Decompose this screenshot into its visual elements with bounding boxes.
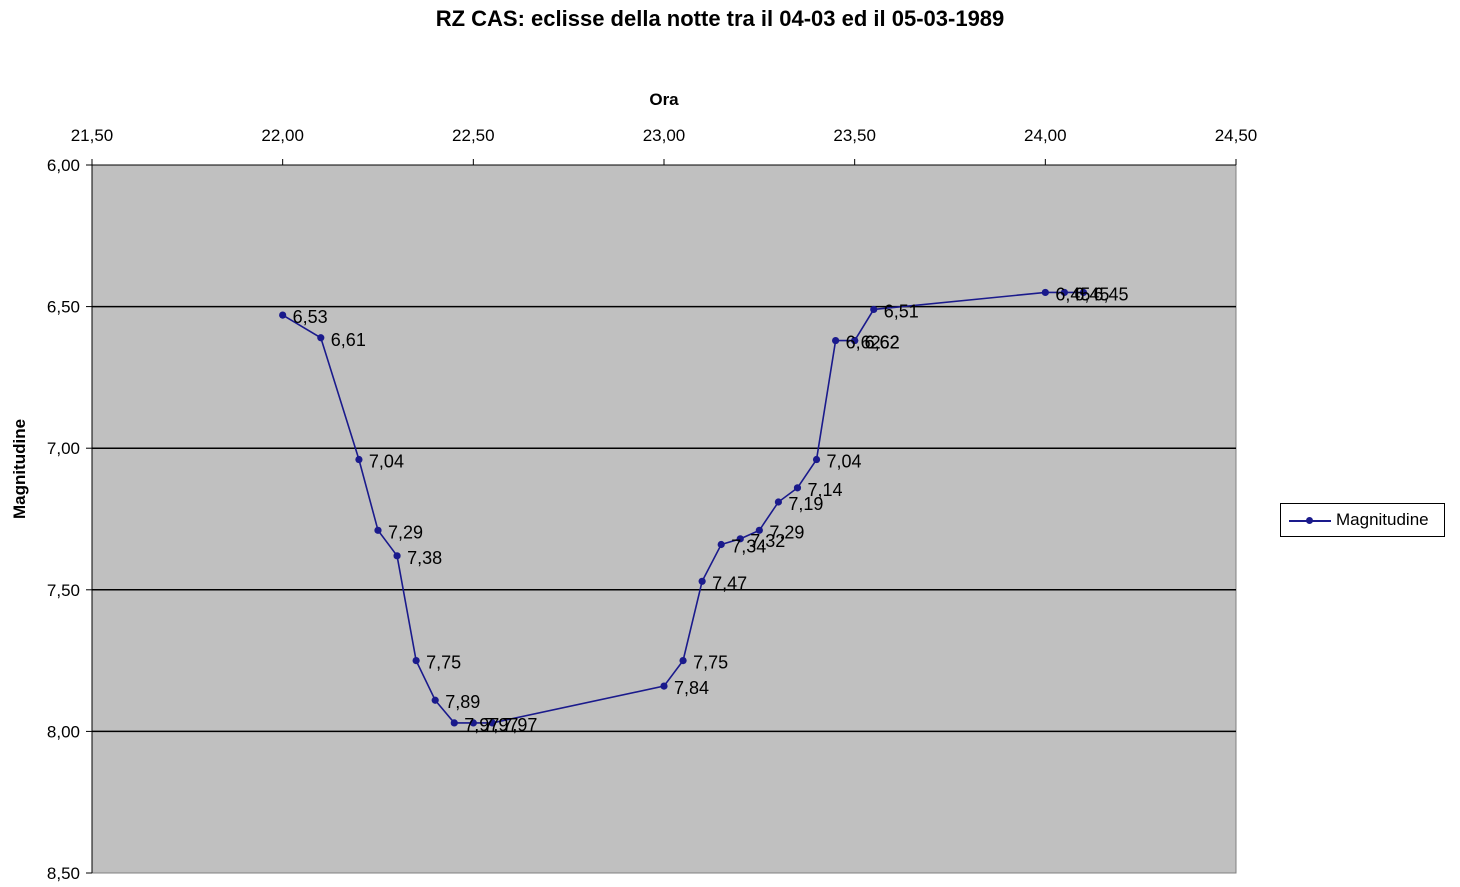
data-label: 6,62 <box>846 333 881 353</box>
x-tick-label: 22,50 <box>452 126 495 145</box>
data-label: 7,97 <box>483 715 518 735</box>
data-label: 6,53 <box>293 307 328 327</box>
data-label: 7,84 <box>674 678 709 698</box>
data-point <box>279 311 287 319</box>
data-label: 7,47 <box>712 573 747 593</box>
data-label: 7,75 <box>426 653 461 673</box>
data-point <box>450 719 458 727</box>
data-label: 6,51 <box>884 301 919 321</box>
data-point <box>793 484 802 492</box>
y-tick-label: 7,00 <box>47 439 80 458</box>
data-point <box>717 540 725 549</box>
chart-title: RZ CAS: eclisse della notte tra il 04-03… <box>435 6 1005 31</box>
data-point <box>832 336 840 345</box>
data-label: 6,61 <box>331 330 366 350</box>
x-axis-title: Ora <box>649 90 679 109</box>
data-label: 7,97 <box>502 715 537 735</box>
data-point <box>851 336 859 345</box>
y-tick-label: 7,50 <box>47 581 80 600</box>
x-tick-label: 23,50 <box>833 126 876 145</box>
data-label: 7,29 <box>388 522 423 542</box>
plot-area <box>91 164 1237 874</box>
x-tick-label: 24,50 <box>1215 126 1258 145</box>
x-tick-label: 21,50 <box>71 126 114 145</box>
data-label: 7,38 <box>407 548 442 568</box>
data-point <box>698 577 706 585</box>
data-label: 7,97 <box>464 715 499 735</box>
y-tick-label: 8,00 <box>47 722 80 741</box>
data-label: 7,29 <box>769 522 804 542</box>
data-label: 7,75 <box>693 653 728 673</box>
y-tick-label: 6,50 <box>47 298 80 317</box>
data-label: 6,62 <box>865 333 900 353</box>
y-axis-title: Magnitudine <box>10 419 29 519</box>
data-point <box>488 719 496 727</box>
x-tick-label: 24,00 <box>1024 126 1067 145</box>
x-tick-label: 23,00 <box>643 126 686 145</box>
legend: Magnitudine <box>1280 503 1445 537</box>
data-label: 7,89 <box>445 692 480 712</box>
legend-series-label: Magnitudine <box>1336 510 1429 529</box>
data-label: 6,45 <box>1055 284 1090 304</box>
data-point <box>774 498 783 506</box>
data-point <box>755 526 763 534</box>
data-point <box>393 552 401 560</box>
data-point <box>374 526 382 534</box>
data-point <box>870 305 878 314</box>
data-point <box>1079 288 1088 297</box>
legend-marker-icon <box>1306 517 1313 524</box>
x-tick-label: 22,00 <box>261 126 304 145</box>
data-point <box>679 657 687 665</box>
data-label: 6,45 <box>1074 284 1109 304</box>
data-label: 7,04 <box>827 452 862 472</box>
data-point <box>812 455 821 464</box>
y-tick-label: 6,00 <box>47 156 80 175</box>
data-point <box>355 455 363 464</box>
data-point <box>660 682 668 690</box>
data-label: 6,62 <box>865 333 900 353</box>
data-point <box>317 334 325 342</box>
data-label: 6,45 <box>1093 284 1128 304</box>
data-point <box>1041 288 1049 297</box>
data-label: 7,04 <box>369 452 404 472</box>
data-label: 7,34 <box>731 536 766 556</box>
data-label: 7,32 <box>750 531 785 551</box>
y-tick-label: 8,50 <box>47 864 80 883</box>
data-label: 7,14 <box>807 480 842 500</box>
data-label: 7,19 <box>788 494 823 514</box>
data-point <box>431 696 439 704</box>
data-point <box>1060 288 1068 297</box>
data-point <box>469 719 477 727</box>
data-point <box>412 657 420 665</box>
data-point <box>736 535 744 543</box>
